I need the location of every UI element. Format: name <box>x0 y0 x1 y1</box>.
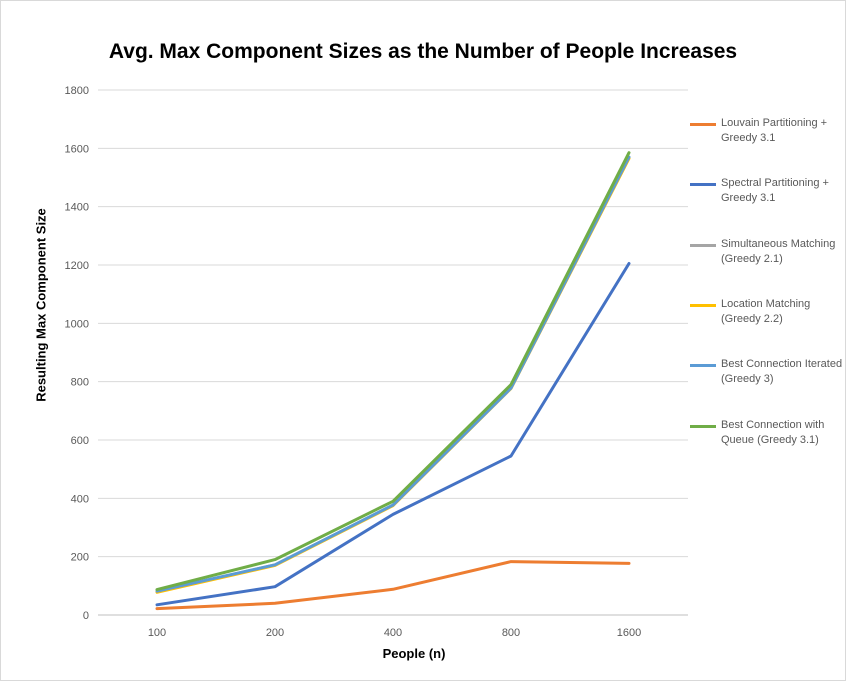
legend-label: Spectral Partitioning + Greedy 3.1 <box>721 177 829 205</box>
series-line-6 <box>155 151 631 592</box>
y-tick-label: 0 <box>83 610 89 622</box>
legend-label: Best Connection Iterated (Greedy 3) <box>721 358 843 386</box>
series-line-1 <box>155 560 631 611</box>
x-tick-label: 100 <box>148 627 166 639</box>
x-tick-label: 1600 <box>617 627 641 639</box>
legend-item: Best Connection with Queue (Greedy 3.1) <box>690 418 846 458</box>
legend-item: Location Matching (Greedy 2.2) <box>690 297 846 337</box>
y-tick-label: 600 <box>71 435 89 447</box>
y-tick-label: 800 <box>71 377 89 389</box>
legend-swatch <box>690 424 716 428</box>
x-tick-label: 400 <box>384 627 402 639</box>
y-tick-label: 1200 <box>65 260 89 272</box>
series-line-2 <box>155 262 631 607</box>
y-tick-label: 1400 <box>65 202 89 214</box>
legend-label: Louvain Partitioning + Greedy 3.1 <box>721 117 828 144</box>
legend-swatch <box>690 303 716 307</box>
legend-label: Simultaneous Matching (Greedy 2.1) <box>721 237 836 265</box>
series-line-4 <box>155 157 631 594</box>
legend-item: Louvain Partitioning + Greedy 3.1 <box>690 116 846 156</box>
legend-item: Best Connection Iterated (Greedy 3) <box>690 357 846 397</box>
y-tick-label: 1800 <box>65 85 89 97</box>
chart-title: Avg. Max Component Sizes as the Number o… <box>108 40 738 63</box>
y-tick-label: 1000 <box>65 318 89 330</box>
y-tick-label: 1600 <box>65 143 89 155</box>
legend-item: Simultaneous Matching (Greedy 2.1) <box>690 237 846 277</box>
x-tick-label: 800 <box>502 627 520 639</box>
legend-swatch <box>690 123 716 126</box>
x-axis-title: People (n) <box>382 646 446 661</box>
legend-swatch <box>690 364 716 368</box>
legend-label: Location Matching (Greedy 2.2) <box>721 297 811 325</box>
y-tick-label: 400 <box>71 493 89 505</box>
legend-item: Spectral Partitioning + Greedy 3.1 <box>690 176 846 216</box>
x-tick-label: 200 <box>266 627 284 639</box>
legend-label: Best Connection with Queue (Greedy 3.1) <box>721 418 825 446</box>
legend-swatch <box>690 243 716 247</box>
series-line-3 <box>155 156 631 594</box>
series-line-5 <box>155 155 631 593</box>
y-tick-label: 200 <box>71 552 89 564</box>
legend-swatch <box>690 183 716 187</box>
